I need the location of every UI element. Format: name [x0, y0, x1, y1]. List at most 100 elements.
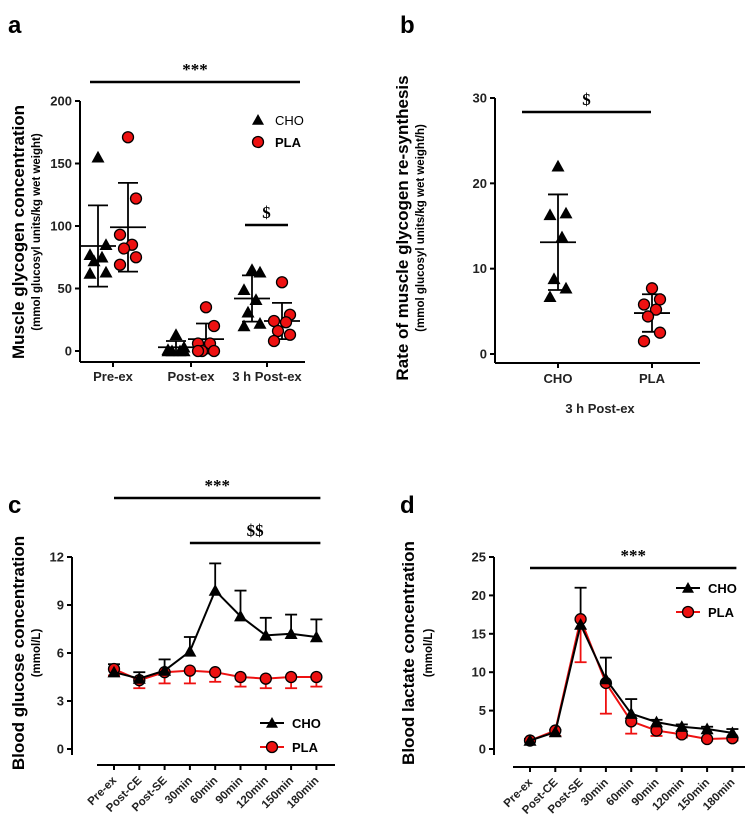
legend-pla-marker [681, 605, 695, 619]
pla-point [653, 293, 667, 306]
cho-point [543, 208, 557, 221]
y-axis-title: Muscle glycogen concentration [9, 105, 28, 359]
y-axis-title: Rate of muscle glycogen re-synthesis [393, 75, 412, 380]
legend-cho-label: CHO [275, 113, 304, 128]
x-tick-label: 60min [188, 775, 220, 807]
cho-point [551, 159, 565, 172]
significance-label: *** [620, 546, 646, 565]
pla-point [267, 314, 281, 328]
pla-point [259, 672, 272, 685]
y-axis-subtitle: (mmol glucosyl units/kg wet weight) [31, 133, 43, 331]
y-tick-label: 20 [472, 588, 486, 603]
pla-point [637, 298, 651, 311]
pla-point [191, 344, 205, 358]
cho-point [107, 665, 121, 678]
legend-pla-label: PLA [275, 135, 302, 150]
panel-label-d: d [400, 492, 415, 519]
x-tick-label: 30min [579, 777, 611, 809]
cho-point [548, 725, 562, 738]
cho-point [559, 206, 573, 219]
pla-point [275, 276, 289, 289]
cho-point [574, 618, 588, 630]
y-tick-label: 9 [57, 598, 64, 613]
pla-point [183, 664, 197, 677]
panel-label-c: c [8, 492, 21, 519]
pla-point [653, 326, 667, 339]
y-axis-title: Blood glucose concentration [9, 536, 28, 770]
y-tick-label: 5 [479, 703, 486, 718]
legend-cho-label: CHO [292, 716, 321, 731]
cho-point [99, 238, 113, 250]
y-tick-label: 0 [480, 347, 487, 362]
pla-point [113, 258, 127, 271]
x-tick-label: 30min [163, 775, 195, 807]
pla-point [117, 242, 131, 255]
cho-point [91, 150, 105, 163]
pla-point [283, 328, 297, 341]
cho-point [253, 265, 267, 278]
y-axis-subtitle: (mmol glucosyl units/kg wet weight/h) [415, 124, 427, 332]
cho-point [177, 344, 191, 357]
panel-label-b: b [400, 12, 415, 39]
y-tick-label: 30 [473, 91, 487, 106]
significance-label: $ [582, 90, 591, 109]
cho-point [161, 344, 175, 357]
y-tick-label: 150 [50, 156, 72, 171]
legend-cho-marker [682, 582, 694, 593]
pla-point [271, 324, 285, 338]
significance-label: $$ [247, 521, 265, 540]
cho-point [99, 265, 113, 278]
cho-point [259, 628, 273, 641]
y-tick-label: 6 [57, 646, 64, 661]
pla-point [267, 334, 281, 348]
cho-point [675, 720, 689, 732]
x-tick-label: PLA [639, 371, 666, 386]
x-tick-label: Pre-ex [93, 369, 134, 384]
y-tick-label: 50 [58, 281, 72, 296]
pla-point [637, 335, 651, 348]
pla-point [207, 344, 221, 358]
pla-point [310, 670, 323, 684]
cho-point [253, 317, 267, 329]
legend-pla-marker [251, 135, 265, 149]
cho-point [95, 250, 109, 263]
y-tick-label: 200 [50, 94, 72, 109]
panel-label-a: a [8, 12, 22, 39]
y-tick-label: 0 [479, 742, 486, 757]
pla-point [645, 282, 659, 295]
cho-line [113, 588, 317, 680]
cho-point [624, 707, 638, 719]
cho-point [599, 672, 613, 685]
legend-cho-label: CHO [708, 581, 737, 596]
pla-point [641, 310, 655, 323]
pla-point [209, 666, 222, 679]
cho-point [555, 230, 569, 243]
significance-label: *** [182, 60, 208, 79]
y-tick-label: 10 [473, 261, 487, 276]
y-axis-title: Blood lactate concentration [399, 541, 418, 765]
cho-point [87, 254, 101, 267]
pla-point [234, 670, 247, 684]
cho-point [725, 726, 739, 739]
cho-point [559, 281, 573, 294]
y-tick-label: 25 [472, 550, 486, 565]
cho-point [237, 283, 251, 295]
pla-point [284, 670, 298, 684]
cho-point [650, 715, 663, 728]
cho-point [169, 328, 183, 340]
cho-point [543, 290, 557, 303]
x-axis-title: 3 h Post-ex [565, 401, 635, 416]
x-tick-label: CHO [544, 371, 573, 386]
y-tick-label: 100 [50, 219, 72, 234]
y-tick-label: 20 [473, 176, 487, 191]
cho-point [245, 263, 259, 275]
y-axis-subtitle: (mmol/L) [31, 629, 43, 678]
pla-point [121, 131, 135, 144]
y-tick-label: 0 [57, 742, 64, 757]
y-tick-label: 0 [65, 344, 72, 359]
cho-point [547, 272, 561, 285]
cho-point [249, 293, 263, 305]
pla-point [279, 316, 293, 329]
y-tick-label: 12 [50, 550, 64, 565]
